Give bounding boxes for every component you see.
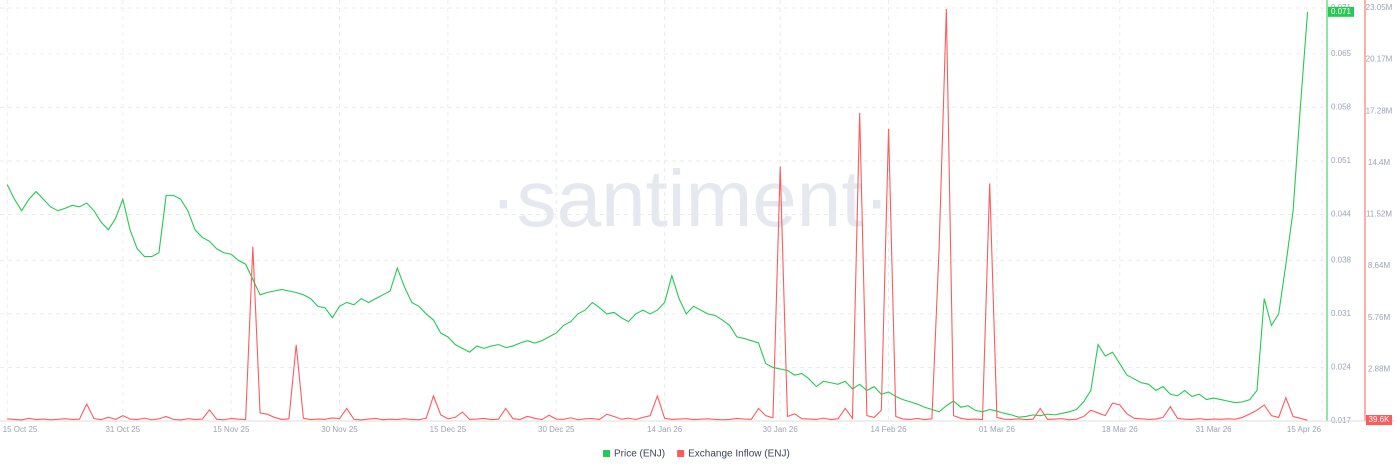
y2-tick-label: 5.76M	[1368, 313, 1391, 322]
series-line	[7, 8, 1308, 421]
x-tick-label: 18 Mar 26	[1102, 425, 1139, 434]
y-tick-label: 0.024	[1331, 363, 1352, 372]
y-tick-label: 0.058	[1331, 103, 1352, 112]
x-tick-label: 15 Dec 25	[430, 425, 467, 434]
legend: Price (ENJ) Exchange Inflow (ENJ)	[603, 449, 790, 460]
x-tick-label: 15 Apr 26	[1287, 425, 1322, 434]
y2-tick-label: 2.88M	[1368, 364, 1391, 373]
y2-tick-label: 11.52M	[1366, 210, 1392, 219]
y-tick-label: 0.031	[1331, 309, 1352, 318]
y-tick-label: 0.044	[1331, 210, 1352, 219]
legend-swatch	[603, 450, 610, 457]
x-tick-label: 30 Jan 26	[763, 425, 799, 434]
y-tick-label: 0.051	[1331, 156, 1352, 165]
x-tick-label: 15 Nov 25	[213, 425, 250, 434]
series-line	[6, 11, 1309, 418]
x-tick-label: 01 Mar 26	[979, 425, 1016, 434]
y2-tick-label: 20.17M	[1366, 55, 1393, 64]
legend-label: Exchange Inflow (ENJ)	[688, 449, 790, 460]
x-tick-label: 14 Feb 26	[871, 425, 908, 434]
watermark: ·santiment·	[490, 154, 890, 243]
y-tick-label: 0.038	[1331, 255, 1352, 264]
x-tick-label: 14 Jan 26	[647, 425, 683, 434]
last-value-label: 0.071	[1331, 7, 1352, 16]
y2-tick-label: 8.64M	[1368, 261, 1391, 270]
last-value-badge	[1366, 415, 1392, 425]
x-tick-label: 30 Dec 25	[538, 425, 575, 434]
x-tick-label: 31 Oct 25	[105, 425, 140, 434]
last-value-label: 39.6K	[1369, 415, 1391, 424]
y-tick-label: 0.065	[1331, 49, 1352, 58]
last-value-badge	[1328, 6, 1354, 17]
x-tick-label: 31 Mar 26	[1196, 425, 1233, 434]
y2-tick-label: 23.05M	[1366, 3, 1393, 12]
x-tick-label: 15 Oct 25	[3, 425, 38, 434]
x-tick-label: 30 Nov 25	[321, 425, 358, 434]
legend-label: Price (ENJ)	[614, 449, 665, 460]
y2-tick-label: 17.28M	[1366, 106, 1393, 115]
y2-tick-label: 14.4M	[1368, 158, 1391, 167]
legend-swatch	[677, 450, 685, 457]
